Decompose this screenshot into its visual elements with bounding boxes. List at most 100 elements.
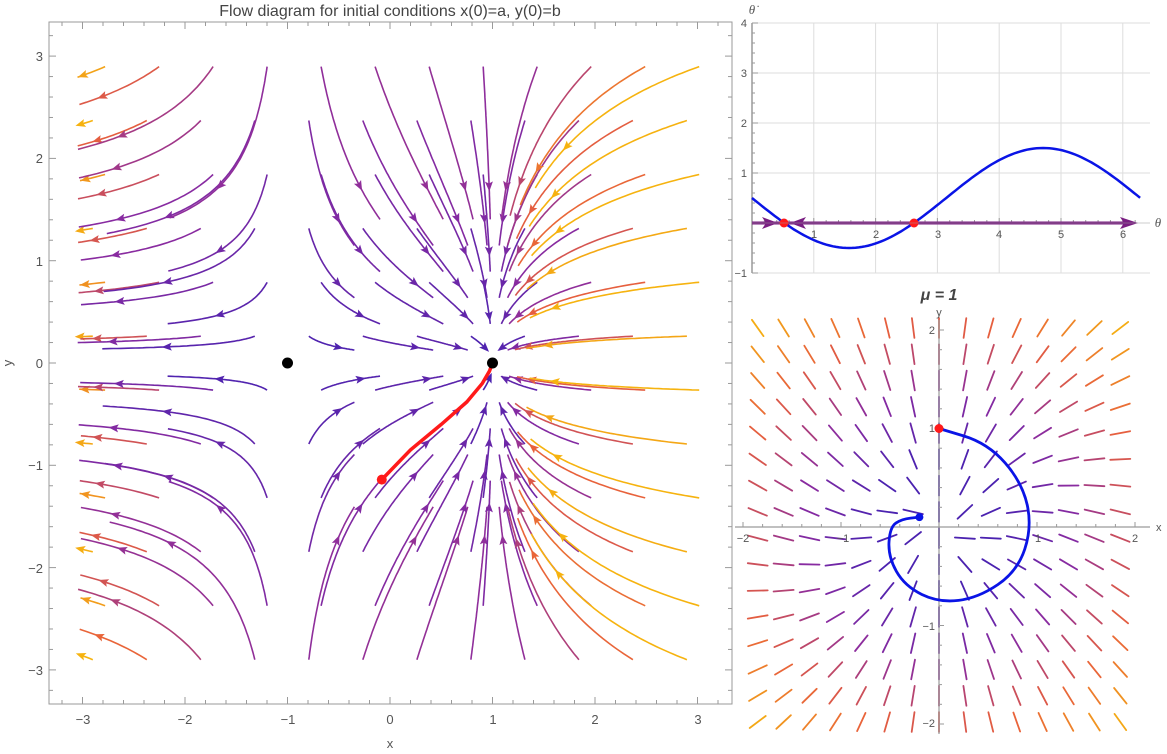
direction-segment (961, 632, 968, 654)
flow-arrow-icon (562, 140, 573, 151)
direction-segment (802, 398, 817, 416)
direction-segment (749, 398, 766, 415)
direction-segment (748, 715, 767, 729)
flow-arrow-icon (215, 244, 227, 254)
flow-arrow-icon (331, 535, 340, 546)
direction-segment (883, 711, 891, 733)
direction-segment (1059, 558, 1078, 571)
direction-segment (751, 318, 765, 338)
direction-segment (827, 661, 844, 678)
direction-segment (1061, 319, 1076, 337)
direction-segment (748, 452, 767, 466)
direction-segment (828, 397, 842, 416)
streamline (506, 454, 580, 553)
streamline (320, 66, 381, 220)
x-tick: 0 (386, 712, 393, 727)
flow-arrow-icon (511, 407, 522, 417)
red-trajectory (380, 361, 495, 482)
direction-segment (803, 318, 816, 338)
direction-segment (802, 713, 817, 731)
streamline (80, 227, 202, 261)
flow-arrow-icon (331, 470, 341, 482)
flow-arrow-icon (484, 310, 493, 322)
df-y-tick: 2 (929, 325, 935, 337)
direction-segment (802, 371, 817, 390)
direction-segment (1006, 535, 1028, 542)
direction-segment (883, 685, 892, 707)
y-tick: −3 (28, 663, 43, 678)
flow-arrow-icon (161, 342, 172, 351)
flow-arrow-icon (532, 514, 542, 526)
direction-segment (748, 479, 768, 492)
streamline (514, 402, 634, 445)
direction-segment (962, 369, 968, 392)
streamline (77, 385, 160, 391)
direction-segment (980, 506, 1001, 517)
streamline (428, 66, 474, 220)
direction-segment (827, 451, 844, 467)
direction-segment (772, 562, 795, 567)
direction-segment (855, 686, 867, 706)
direction-segment (1085, 374, 1104, 387)
direction-segment (1031, 483, 1054, 489)
flow-arrow-icon (355, 375, 366, 384)
direction-segment (829, 370, 842, 391)
flow-arrow-icon (79, 491, 91, 500)
direction-segment (1012, 685, 1022, 706)
streamline (77, 227, 148, 244)
direction-segment (1058, 533, 1079, 543)
phase-grid (752, 22, 1150, 274)
streamline (77, 588, 202, 661)
streamline (506, 119, 580, 246)
direction-segment (957, 556, 973, 573)
direction-segment (962, 343, 968, 366)
streamline (516, 517, 634, 661)
theta-tick: 1 (811, 229, 817, 241)
flow-arrow-icon (530, 237, 541, 248)
direction-segment (883, 343, 891, 365)
flow-arrow-icon (163, 474, 174, 483)
direction-segment (750, 345, 765, 364)
streamline (308, 401, 355, 445)
direction-segment (850, 508, 872, 516)
direction-segment (854, 423, 868, 443)
df-y-tick: −2 (922, 718, 935, 730)
flow-arrow-icon (550, 302, 562, 310)
flow-arrow-icon (513, 470, 522, 482)
flow-arrow-icon (92, 135, 103, 143)
saddle-fixed-point (282, 357, 293, 369)
direction-segment (1035, 372, 1051, 389)
flow-arrow-icon (479, 534, 488, 546)
direction-segment (1037, 686, 1049, 706)
streamline (374, 174, 444, 273)
streamline (79, 531, 148, 553)
direction-segment (799, 612, 820, 622)
flow-arrow-icon (503, 437, 512, 449)
flow-arrow-icon (216, 179, 227, 190)
direction-segment (773, 613, 795, 621)
phase-ticks (752, 22, 1136, 274)
flow-arrow-icon (514, 309, 525, 319)
streamline (498, 120, 526, 246)
flow-arrow-icon (544, 415, 555, 423)
direction-segment (1035, 634, 1050, 653)
flow-arrow-icon (354, 309, 366, 318)
flow-arrow-icon (526, 476, 537, 487)
direction-segment (1060, 346, 1077, 363)
streamline (517, 173, 646, 267)
flow-arrow-icon (75, 652, 87, 661)
streamline (168, 480, 268, 606)
direction-segment (1035, 608, 1051, 626)
direction-segment (876, 509, 898, 515)
direction-segment (1035, 345, 1050, 364)
streamlines (74, 65, 700, 661)
direction-segment (911, 317, 916, 339)
streamline (374, 480, 444, 607)
streamline (498, 506, 526, 660)
direction-segment (1062, 686, 1075, 706)
direction-segment (856, 370, 867, 391)
streamline (470, 506, 488, 660)
streamline (507, 508, 580, 661)
direction-segment (776, 371, 791, 390)
x-tick: 3 (694, 712, 701, 727)
